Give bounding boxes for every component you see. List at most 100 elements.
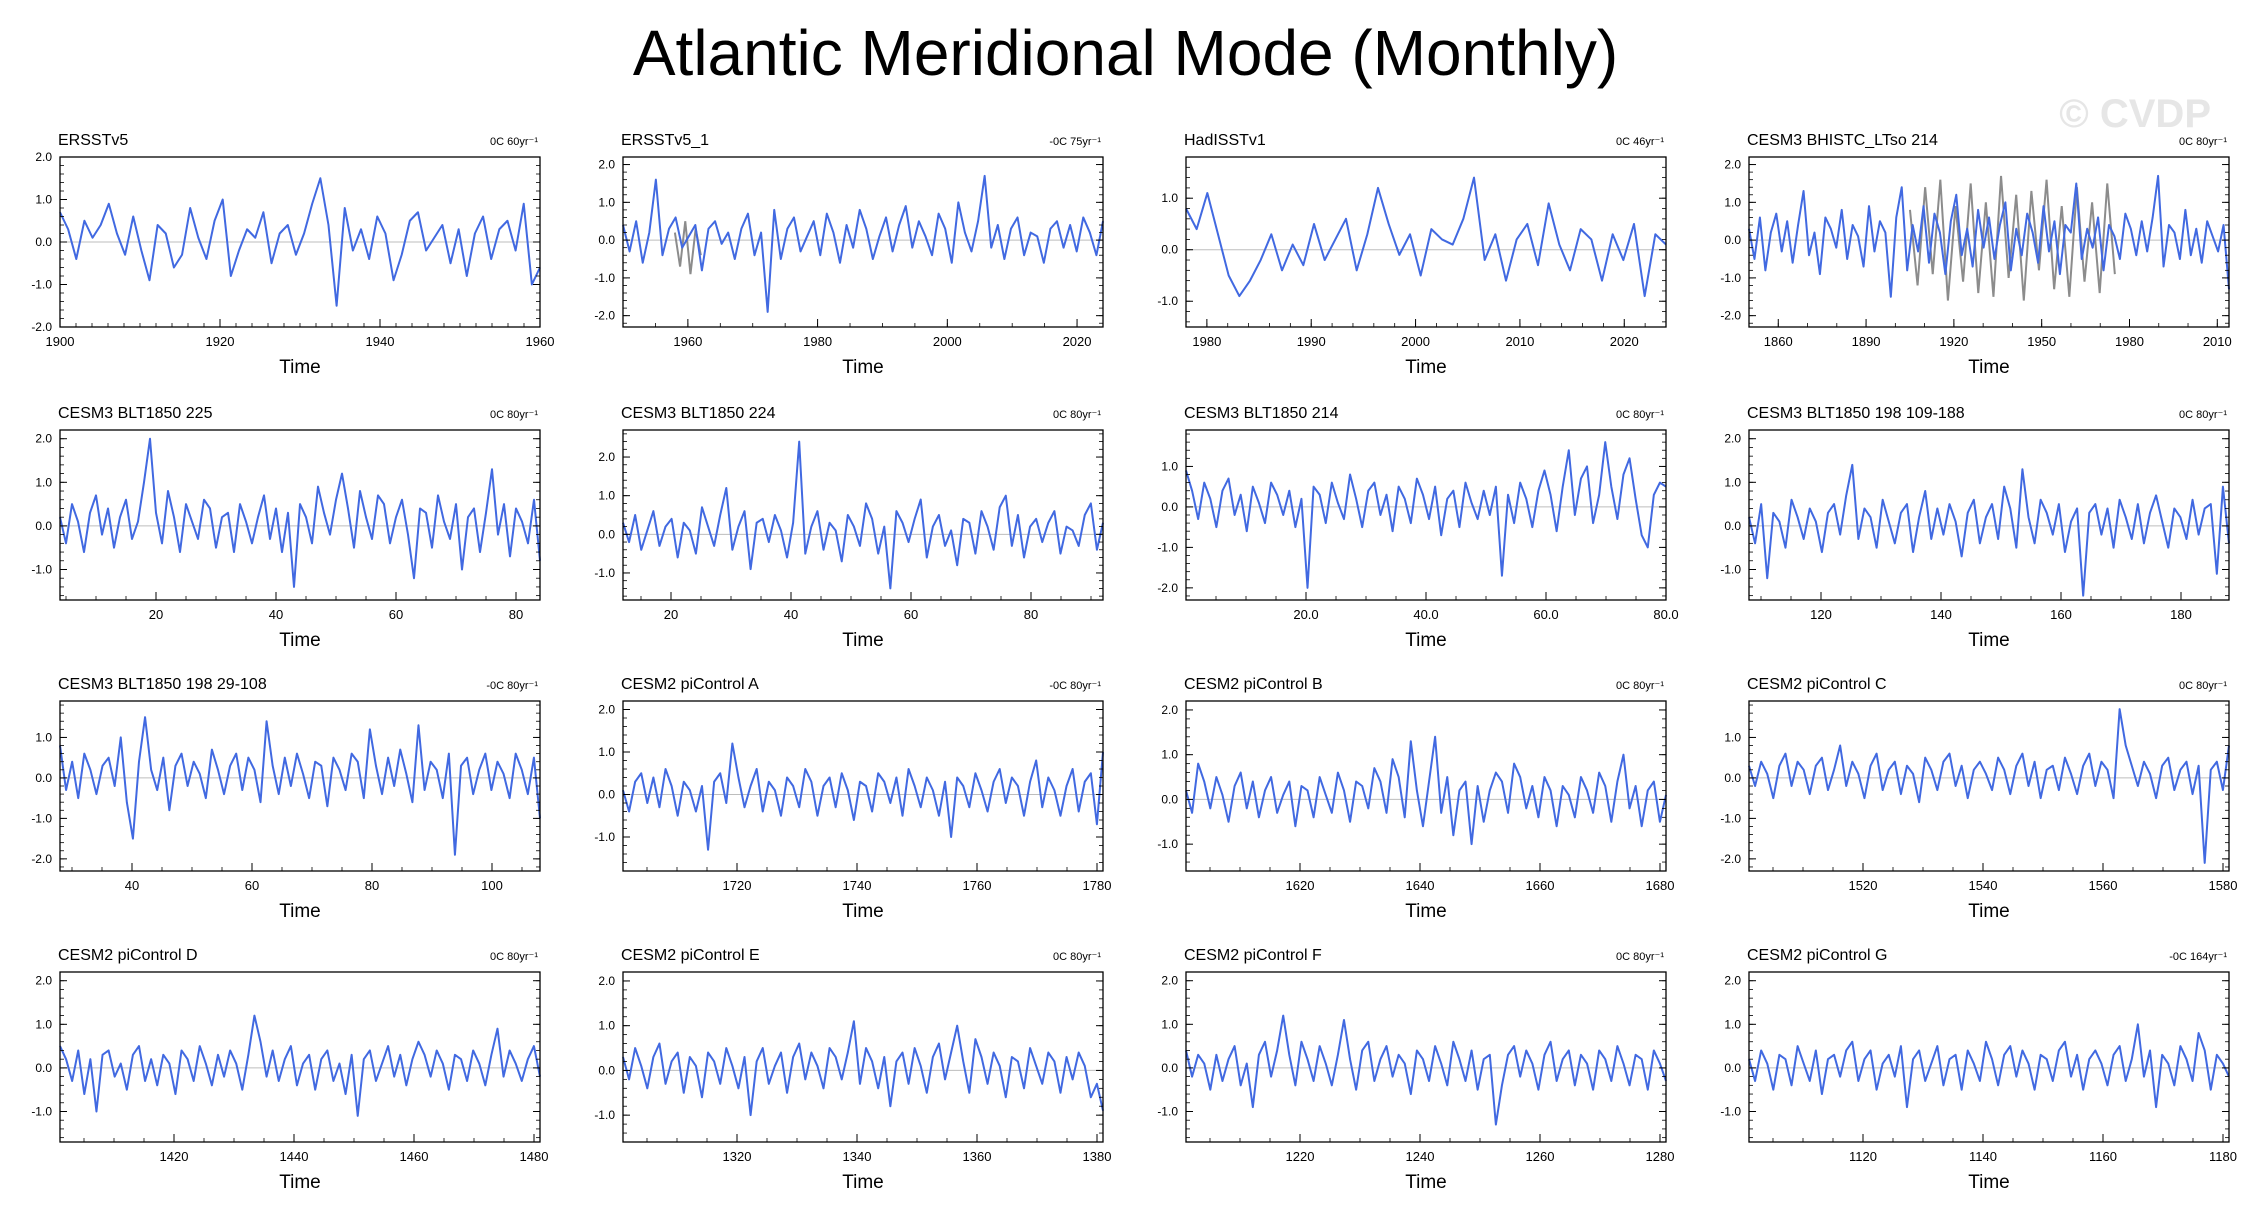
y-tick-label: -1.0 xyxy=(1720,811,1741,825)
chart-panel: CESM3 BLT1850 225 0C 80yr⁻¹ 2.0 1.0 0.0 -1.0 2… xyxy=(31,405,541,651)
plot-frame xyxy=(1748,971,2230,1143)
panel-title: CESM2 piControl F xyxy=(1184,947,1322,964)
panel-title: CESM3 BLT1850 225 xyxy=(58,405,213,422)
trend-label: 0C 80yr⁻¹ xyxy=(2179,136,2227,148)
trend-label: 0C 80yr⁻¹ xyxy=(490,409,538,421)
chart-panel: CESM2 piControl F 0C 80yr⁻¹ 2.0 1.0 0.0 -1.0 1… xyxy=(1157,947,1674,1193)
y-tick-label: -1.0 xyxy=(594,271,615,285)
x-tick-label: 180 xyxy=(2170,607,2192,622)
y-tick-label: 0.0 xyxy=(598,788,615,802)
x-tick-label: 2000 xyxy=(933,334,962,349)
x-tick-label: 20 xyxy=(149,607,163,622)
x-axis-label: Time xyxy=(279,630,321,651)
plot-frame xyxy=(1185,156,1667,328)
x-axis-label: Time xyxy=(279,901,321,922)
y-tick-label: -1.0 xyxy=(594,1108,615,1122)
y-tick-label: -1.0 xyxy=(1157,837,1178,851)
x-tick-label: 1220 xyxy=(1286,1149,1315,1164)
watermark: © CVDP xyxy=(2059,92,2211,136)
y-tick-label: 2.0 xyxy=(598,158,615,172)
panel-title: CESM2 piControl D xyxy=(58,947,198,964)
y-tick-label: 1.0 xyxy=(35,193,52,207)
series-line xyxy=(1185,735,1667,846)
y-tick-label: 1.0 xyxy=(1161,748,1178,762)
x-tick-label: 1180 xyxy=(2209,1149,2237,1164)
x-tick-label: 60 xyxy=(904,607,918,622)
y-tick-label: 2.0 xyxy=(1161,703,1178,717)
trend-label: 0C 46yr⁻¹ xyxy=(1616,136,1664,148)
x-tick-label: 1890 xyxy=(1852,334,1881,349)
y-tick-label: 0.0 xyxy=(598,233,615,247)
chart-panel: CESM2 piControl E 0C 80yr⁻¹ 2.0 1.0 0.0 -1.0 1… xyxy=(594,947,1111,1193)
x-axis-label: Time xyxy=(842,630,884,651)
plot-frame xyxy=(59,971,541,1143)
x-tick-label: 1240 xyxy=(1406,1149,1435,1164)
y-tick-label: 2.0 xyxy=(1161,974,1178,988)
plot-frame xyxy=(622,429,1104,601)
x-tick-label: 1780 xyxy=(1083,878,1112,893)
trend-label: 0C 80yr⁻¹ xyxy=(2179,680,2227,692)
trend-label: 0C 80yr⁻¹ xyxy=(2179,409,2227,421)
panel-title: CESM3 BLT1850 224 xyxy=(621,405,776,422)
x-tick-label: 1420 xyxy=(160,1149,189,1164)
x-tick-label: 1620 xyxy=(1286,878,1315,893)
y-tick-label: -1.0 xyxy=(594,566,615,580)
panel-title: CESM3 BLT1850 198 29-108 xyxy=(58,676,267,693)
trend-label: 0C 80yr⁻¹ xyxy=(1616,409,1664,421)
x-tick-label: 1940 xyxy=(366,334,395,349)
x-tick-label: 1960 xyxy=(673,334,702,349)
y-tick-label: 1.0 xyxy=(35,1017,52,1031)
trend-label: 0C 60yr⁻¹ xyxy=(490,136,538,148)
y-tick-label: -1.0 xyxy=(1720,1104,1741,1118)
main-title: Atlantic Meridional Mode (Monthly) xyxy=(632,17,1619,89)
y-tick-label: 2.0 xyxy=(1724,432,1741,446)
y-tick-label: -2.0 xyxy=(1720,309,1741,323)
x-tick-label: 2020 xyxy=(1610,334,1639,349)
y-tick-label: -2.0 xyxy=(31,320,52,334)
x-tick-label: 160 xyxy=(2050,607,2072,622)
trend-label: -0C 80yr⁻¹ xyxy=(486,680,538,692)
y-tick-label: -1.0 xyxy=(1157,540,1178,554)
x-tick-label: 80 xyxy=(365,878,379,893)
chart-panel: HadISSTv1 0C 46yr⁻¹ 1.0 0.0 -1.0 1980 1990 2000… xyxy=(1157,132,1667,378)
y-tick-label: -1.0 xyxy=(1720,562,1741,576)
y-tick-label: 1.0 xyxy=(1161,459,1178,473)
panel-title: CESM3 BLT1850 198 109-188 xyxy=(1747,405,1965,422)
x-tick-label: 1990 xyxy=(1297,334,1326,349)
chart-panel: CESM2 piControl C 0C 80yr⁻¹ 1.0 0.0 -1.0 -2.0… xyxy=(1720,676,2237,922)
y-tick-label: 0.0 xyxy=(1724,771,1741,785)
x-tick-label: 1580 xyxy=(2209,878,2238,893)
y-tick-label: 0.0 xyxy=(35,1061,52,1075)
x-tick-label: 1920 xyxy=(1939,334,1968,349)
x-tick-label: 2010 xyxy=(2203,334,2232,349)
y-tick-label: 0.0 xyxy=(1724,233,1741,247)
panel-title: ERSSTv5 xyxy=(58,132,128,149)
series-line xyxy=(1185,176,1667,298)
x-tick-label: 1980 xyxy=(2115,334,2144,349)
series-line xyxy=(1748,1023,2230,1109)
x-tick-label: 120 xyxy=(1810,607,1832,622)
x-tick-label: 1980 xyxy=(1192,334,1221,349)
x-axis-label: Time xyxy=(279,1172,321,1193)
x-tick-label: 1480 xyxy=(520,1149,549,1164)
y-tick-label: 1.0 xyxy=(35,475,52,489)
panel-title: HadISSTv1 xyxy=(1184,132,1266,149)
x-tick-label: 60.0 xyxy=(1533,607,1558,622)
y-tick-label: -1.0 xyxy=(594,830,615,844)
plot-frame xyxy=(1748,156,2230,328)
plot-frame xyxy=(622,971,1104,1143)
panel-title: CESM2 piControl C xyxy=(1747,676,1887,693)
chart-panel: CESM3 BLT1850 224 0C 80yr⁻¹ 2.0 1.0 0.0 -1.0 2… xyxy=(594,405,1104,651)
x-tick-label: 80 xyxy=(509,607,523,622)
x-tick-label: 1980 xyxy=(803,334,832,349)
y-tick-label: 2.0 xyxy=(35,150,52,164)
x-tick-label: 60 xyxy=(245,878,259,893)
x-tick-label: 1720 xyxy=(723,878,752,893)
y-tick-label: 1.0 xyxy=(598,489,615,503)
series-line xyxy=(59,716,541,856)
y-tick-label: 0.0 xyxy=(1724,519,1741,533)
x-tick-label: 2020 xyxy=(1063,334,1092,349)
y-tick-label: 0.0 xyxy=(35,519,52,533)
